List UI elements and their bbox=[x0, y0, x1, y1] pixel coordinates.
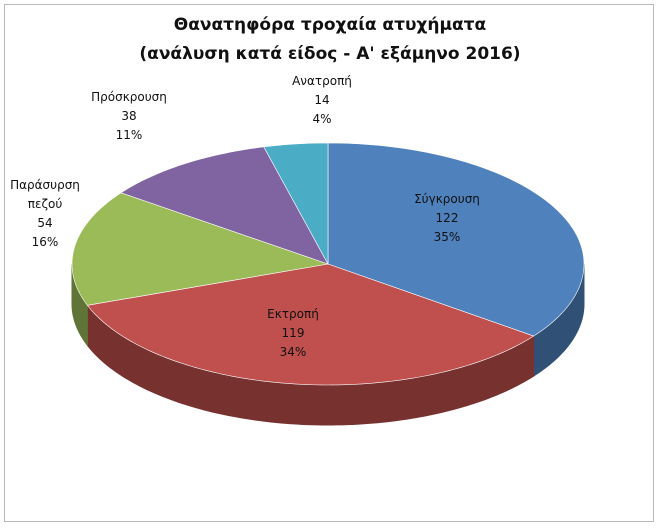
slice bbox=[263, 142, 329, 265]
label-category: Εκτροπή bbox=[267, 307, 319, 321]
chart-frame bbox=[4, 4, 654, 522]
label-percent: 4% bbox=[312, 112, 332, 126]
label-value: 54 bbox=[37, 216, 53, 230]
data-label: Σύγκρουση 122 35% bbox=[402, 190, 492, 247]
label-percent: 35% bbox=[433, 230, 461, 244]
chart-title: Θανατηφόρα τροχαία ατυχήματα bbox=[173, 15, 487, 35]
label-percent: 11% bbox=[115, 128, 143, 142]
slice bbox=[71, 192, 329, 306]
slice bbox=[120, 146, 329, 265]
label-value: 119 bbox=[281, 326, 305, 340]
label-category: Ανατροπή bbox=[292, 74, 352, 88]
label-category: Σύγκρουση bbox=[414, 192, 480, 206]
label-category: Πρόσκρουση bbox=[91, 90, 167, 104]
label-percent: 16% bbox=[31, 235, 59, 249]
data-label: Πρόσκρουση 38 11% bbox=[84, 88, 174, 145]
data-label: Ανατροπή 14 4% bbox=[277, 72, 367, 129]
label-percent: 34% bbox=[279, 345, 307, 359]
label-value: 38 bbox=[121, 109, 137, 123]
chart-subtitle: (ανάλυση κατά είδος - Α' εξάμηνο 2016) bbox=[139, 44, 521, 64]
slice bbox=[86, 263, 535, 386]
data-label: Εκτροπή 119 34% bbox=[248, 305, 338, 362]
label-category: Παράσυρση πεζού bbox=[10, 178, 80, 211]
label-value: 14 bbox=[314, 93, 330, 107]
label-value: 122 bbox=[435, 211, 459, 225]
slice bbox=[327, 142, 585, 337]
data-label: Παράσυρση πεζού 54 16% bbox=[0, 176, 90, 252]
